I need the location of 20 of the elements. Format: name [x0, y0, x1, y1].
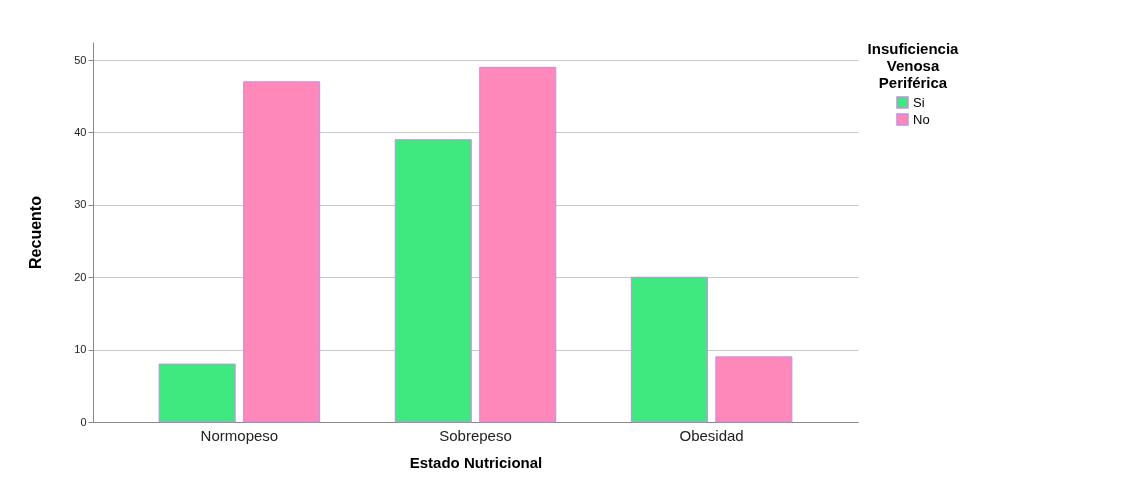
- x-tick-label: Obesidad: [679, 426, 744, 444]
- y-tick-label: 10: [74, 343, 87, 356]
- y-tick-label: 40: [74, 125, 87, 138]
- legend-title: Insuficiencia Venosa Periférica: [867, 40, 960, 91]
- x-tick-label: Normopeso: [200, 426, 279, 444]
- y-tick-label: 50: [74, 53, 87, 66]
- legend-label: Si: [913, 94, 925, 110]
- x-axis-title: Estado Nutricional: [409, 453, 543, 471]
- bar: [479, 66, 557, 423]
- y-tick-label: 30: [74, 198, 87, 211]
- y-tick-label: 0: [80, 415, 87, 428]
- x-tick-label: Sobrepeso: [439, 426, 512, 444]
- bar: [243, 81, 321, 423]
- bar: [630, 276, 708, 423]
- y-tick-label: 20: [74, 270, 87, 283]
- y-axis-title: Recuento: [27, 195, 45, 269]
- legend-label: No: [913, 111, 930, 127]
- bar: [158, 363, 236, 423]
- bar: [715, 356, 793, 423]
- bar: [394, 139, 472, 423]
